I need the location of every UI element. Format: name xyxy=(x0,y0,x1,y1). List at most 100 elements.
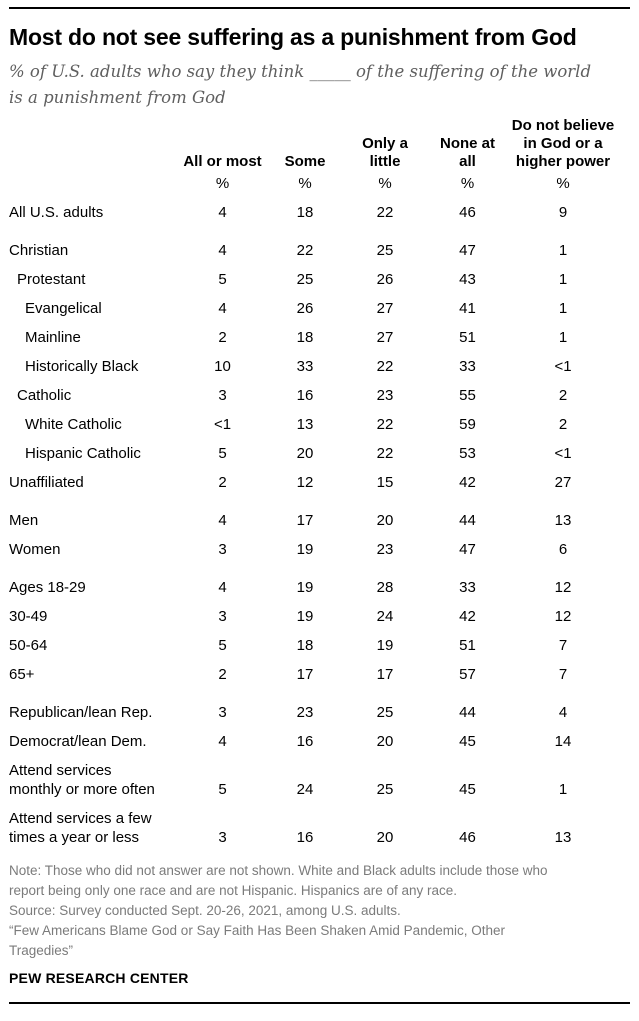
cell-value: 28 xyxy=(376,579,394,596)
row-label: Protestant xyxy=(17,271,86,288)
cell-value: 3 xyxy=(218,541,227,558)
cell-value: 55 xyxy=(459,387,476,404)
cell-value: 2 xyxy=(218,666,227,683)
column-header-only-a-little: Only a little xyxy=(362,135,408,170)
cell-value: 46 xyxy=(459,829,476,846)
cell-value: 22 xyxy=(376,445,394,462)
cell-value: 3 xyxy=(218,387,227,404)
unit-cell: % xyxy=(378,175,392,192)
cell-value: 16 xyxy=(296,387,314,404)
cell-value: 25 xyxy=(376,781,394,798)
cell-value: 7 xyxy=(558,637,568,654)
unit-row: % % % % % xyxy=(9,174,630,193)
cell-value: 18 xyxy=(296,204,314,221)
cell-value: 19 xyxy=(296,579,314,596)
cell-value: 12 xyxy=(554,579,572,596)
table-row: Mainline 2 18 27 51 1 xyxy=(9,328,630,347)
cell-value: 3 xyxy=(218,608,227,625)
cell-value: 1 xyxy=(558,329,568,346)
page-title: Most do not see suffering as a punishmen… xyxy=(9,24,577,50)
cell-value: 27 xyxy=(376,329,394,346)
table-row: Christian 4 22 25 47 1 xyxy=(9,241,630,260)
cell-value: 20 xyxy=(376,733,394,750)
cell-value: 1 xyxy=(558,300,568,317)
table-row: Republican/lean Rep. 3 23 25 44 4 xyxy=(9,703,630,722)
row-label: All U.S. adults xyxy=(9,204,104,221)
cell-value: 47 xyxy=(459,541,476,558)
cell-value: 1 xyxy=(558,242,568,259)
cell-value: 22 xyxy=(296,242,314,259)
table-row: All U.S. adults 4 18 22 46 9 xyxy=(9,203,630,222)
cell-value: 41 xyxy=(459,300,476,317)
cell-value: 14 xyxy=(554,733,572,750)
cell-value: 9 xyxy=(558,204,568,221)
row-label: 30-49 xyxy=(9,608,48,625)
cell-value: 25 xyxy=(296,271,314,288)
table-row: Protestant 5 25 26 43 1 xyxy=(9,270,630,289)
row-label: Hispanic Catholic xyxy=(25,445,141,462)
table-row: Attend services a few times a year or le… xyxy=(9,809,630,847)
cell-value: 42 xyxy=(459,608,476,625)
cell-value: 6 xyxy=(558,541,568,558)
cell-value: 5 xyxy=(218,445,227,462)
cell-value: 2 xyxy=(558,387,568,404)
cell-value: 16 xyxy=(296,733,314,750)
cell-value: 4 xyxy=(558,704,568,721)
table-row: Ages 18-29 4 19 28 33 12 xyxy=(9,578,630,597)
row-label: White Catholic xyxy=(25,416,122,433)
column-header-no-belief: Do not believe in God or a higher power xyxy=(511,117,615,170)
cell-value: 57 xyxy=(459,666,476,683)
row-label: Mainline xyxy=(25,329,81,346)
cell-value: 13 xyxy=(554,829,572,846)
cell-value: 4 xyxy=(218,579,227,596)
row-label: Republican/lean Rep. xyxy=(9,704,153,721)
table-header-row: All or most Some Only a little None at a… xyxy=(9,117,630,171)
row-label: 50-64 xyxy=(9,637,48,654)
cell-value: 12 xyxy=(296,474,314,491)
cell-value: 1 xyxy=(558,781,568,798)
table-row: 30-49 3 19 24 42 12 xyxy=(9,607,630,626)
unit-cell: % xyxy=(460,175,475,192)
row-label: Women xyxy=(9,541,61,558)
cell-value: 22 xyxy=(376,204,394,221)
cell-value: 51 xyxy=(459,637,476,654)
cell-value: 5 xyxy=(218,271,227,288)
cell-value: 10 xyxy=(214,358,231,375)
cell-value: 46 xyxy=(459,204,476,221)
cell-value: 19 xyxy=(296,541,314,558)
cell-value: 25 xyxy=(376,242,394,259)
cell-value: 18 xyxy=(296,637,314,654)
table-row: 65+ 2 17 17 57 7 xyxy=(9,665,630,684)
cell-value: 4 xyxy=(218,204,227,221)
cell-value: 20 xyxy=(296,445,314,462)
cell-value: 45 xyxy=(459,733,476,750)
cell-value: 26 xyxy=(296,300,314,317)
row-label: Men xyxy=(9,512,39,529)
cell-value: 24 xyxy=(376,608,394,625)
cell-value: 5 xyxy=(218,637,227,654)
cell-value: 43 xyxy=(459,271,476,288)
row-label: Attend services a few times a year or le… xyxy=(9,810,152,846)
cell-value: 3 xyxy=(218,829,227,846)
cell-value: 23 xyxy=(376,541,394,558)
table-row: Democrat/lean Dem. 4 16 20 45 14 xyxy=(9,732,630,751)
table-row: Men 4 17 20 44 13 xyxy=(9,511,630,530)
cell-value: 33 xyxy=(296,358,314,375)
cell-value: 4 xyxy=(218,512,227,529)
row-label: Democrat/lean Dem. xyxy=(9,733,147,750)
cell-value: 24 xyxy=(296,781,314,798)
cell-value: 33 xyxy=(459,358,476,375)
brand-footer: PEW RESEARCH CENTER xyxy=(9,970,189,986)
cell-value: 44 xyxy=(459,512,476,529)
unit-cell: % xyxy=(556,175,570,192)
cell-value: 20 xyxy=(376,512,394,529)
cell-value: 2 xyxy=(218,474,227,491)
page-subtitle: % of U.S. adults who say they think ____… xyxy=(9,62,592,107)
table-row: Unaffiliated 2 12 15 42 27 xyxy=(9,473,630,492)
row-label: Christian xyxy=(9,242,69,259)
cell-value: <1 xyxy=(554,358,572,375)
row-label: Historically Black xyxy=(25,358,139,375)
cell-value: 2 xyxy=(218,329,227,346)
cell-value: 4 xyxy=(218,300,227,317)
column-header-all-or-most: All or most xyxy=(183,153,262,170)
